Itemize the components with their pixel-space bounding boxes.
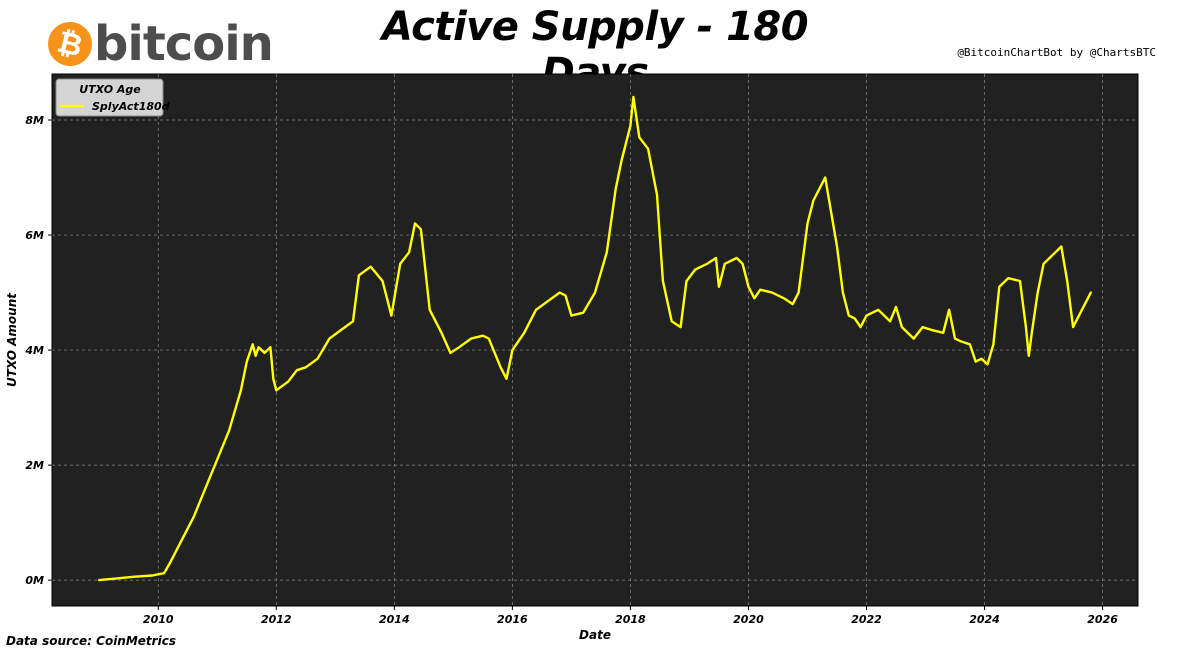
chart-credit: @BitcoinChartBot by @ChartsBTC — [957, 46, 1156, 59]
x-tick-label: 2018 — [615, 613, 646, 626]
x-tick-label: 2020 — [733, 613, 764, 626]
x-tick-label: 2016 — [497, 613, 528, 626]
series-layer — [97, 95, 1093, 582]
grid-lines — [52, 74, 1138, 606]
y-tick-label: 4M — [24, 344, 44, 357]
y-tick-label: 8M — [25, 114, 44, 127]
x-tick-label: 2024 — [969, 613, 1000, 626]
y-tick-label: 6M — [25, 229, 44, 242]
plot-area — [51, 73, 1139, 607]
data-source-note: Data source: CoinMetrics — [6, 634, 176, 648]
x-tick-label: 2026 — [1087, 613, 1118, 626]
legend-title: UTXO Age — [79, 83, 141, 96]
chart-legend: UTXO Age SplyAct180d — [55, 78, 170, 117]
logo-wordmark: bitcoin — [94, 16, 274, 72]
x-tick-label: 2014 — [379, 613, 410, 626]
x-tick-label: 2010 — [143, 613, 174, 626]
y-tick-label: 0M — [25, 574, 44, 587]
legend-series-name: SplyAct180d — [92, 100, 170, 113]
bitcoin-logo: ₿ bitcoin — [43, 16, 274, 72]
x-axis-label: Date — [579, 628, 611, 642]
y-axis-label: UTXO Amount — [5, 292, 19, 387]
x-axis-ticks: 2010 2012 2014 2016 2018 2020 2022 2024 2026 — [143, 606, 1118, 626]
x-tick-label: 2022 — [851, 613, 882, 626]
series-line-splyact180d — [97, 95, 1093, 582]
chart-title: Active Supply - 180 Days — [381, 4, 809, 96]
y-axis-ticks: 0M 2M 4M 6M 8M — [24, 114, 52, 587]
x-tick-label: 2012 — [261, 613, 292, 626]
y-tick-label: 2M — [25, 459, 44, 472]
